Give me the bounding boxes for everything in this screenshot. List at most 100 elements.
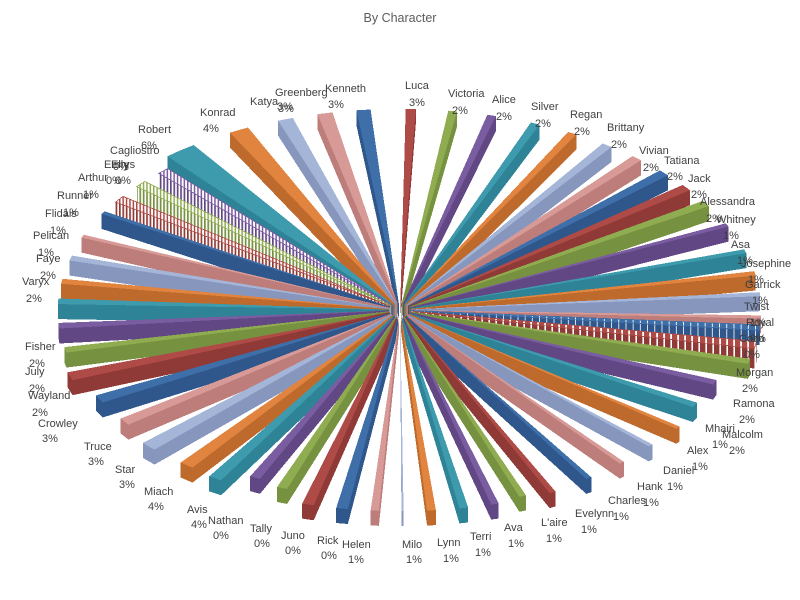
svg-text:Royal: Royal bbox=[746, 317, 774, 329]
svg-text:Tally: Tally bbox=[250, 523, 273, 535]
svg-text:Faye: Faye bbox=[36, 253, 60, 265]
svg-text:Ramona: Ramona bbox=[733, 398, 775, 410]
svg-text:Katya: Katya bbox=[250, 96, 279, 108]
svg-text:Robert: Robert bbox=[138, 124, 171, 136]
svg-text:1%: 1% bbox=[748, 274, 764, 286]
svg-text:0%: 0% bbox=[213, 530, 229, 542]
svg-text:2%: 2% bbox=[496, 111, 512, 123]
svg-text:Kenneth: Kenneth bbox=[325, 83, 366, 95]
svg-text:Ava: Ava bbox=[504, 522, 524, 534]
svg-text:1%: 1% bbox=[50, 225, 66, 237]
svg-text:2%: 2% bbox=[574, 126, 590, 138]
svg-text:Vivian: Vivian bbox=[639, 145, 669, 157]
svg-text:2%: 2% bbox=[739, 414, 755, 426]
svg-text:Helen: Helen bbox=[342, 539, 371, 551]
svg-text:2%: 2% bbox=[29, 383, 45, 395]
svg-text:Morgan: Morgan bbox=[736, 367, 773, 379]
svg-text:Emrys: Emrys bbox=[104, 159, 136, 171]
svg-text:2%: 2% bbox=[691, 189, 707, 201]
svg-text:1%: 1% bbox=[712, 439, 728, 451]
svg-text:July: July bbox=[25, 366, 45, 378]
svg-text:1%: 1% bbox=[737, 255, 753, 267]
svg-text:0%: 0% bbox=[115, 175, 131, 187]
svg-text:Truce: Truce bbox=[84, 441, 112, 453]
svg-text:2%: 2% bbox=[667, 171, 683, 183]
svg-text:Avis: Avis bbox=[187, 504, 208, 516]
svg-text:Silver: Silver bbox=[531, 101, 559, 113]
svg-text:Twist: Twist bbox=[744, 301, 769, 313]
svg-text:1%: 1% bbox=[750, 317, 766, 329]
svg-text:Wayland: Wayland bbox=[28, 390, 70, 402]
svg-text:Brittany: Brittany bbox=[607, 122, 645, 134]
svg-text:Miach: Miach bbox=[144, 486, 173, 498]
svg-text:1%: 1% bbox=[692, 461, 708, 473]
svg-text:Runner: Runner bbox=[57, 190, 93, 202]
svg-text:2%: 2% bbox=[611, 139, 627, 151]
svg-text:Charles: Charles bbox=[608, 495, 646, 507]
svg-text:Arthur: Arthur bbox=[78, 172, 108, 184]
svg-text:3%: 3% bbox=[328, 99, 344, 111]
svg-text:Josephine: Josephine bbox=[741, 258, 791, 270]
svg-text:Whitney: Whitney bbox=[716, 214, 756, 226]
svg-text:Star: Star bbox=[115, 464, 136, 476]
svg-text:Juno: Juno bbox=[281, 530, 305, 542]
svg-text:3%: 3% bbox=[278, 103, 294, 115]
svg-text:Alice: Alice bbox=[492, 94, 516, 106]
svg-text:2%: 2% bbox=[535, 118, 551, 130]
svg-text:Pelican: Pelican bbox=[33, 230, 69, 242]
svg-text:Evelynn: Evelynn bbox=[575, 508, 614, 520]
svg-text:1%: 1% bbox=[508, 538, 524, 550]
svg-text:Konrad: Konrad bbox=[200, 107, 235, 119]
svg-text:1%: 1% bbox=[63, 207, 79, 219]
svg-text:0%: 0% bbox=[254, 538, 270, 550]
svg-text:Malcolm: Malcolm bbox=[722, 429, 763, 441]
svg-text:Rick: Rick bbox=[317, 535, 339, 547]
svg-text:Garrick: Garrick bbox=[745, 279, 781, 291]
svg-text:1%: 1% bbox=[643, 497, 659, 509]
svg-text:L'aire: L'aire bbox=[541, 517, 568, 529]
svg-text:1%: 1% bbox=[443, 553, 459, 565]
svg-text:Greenberg: Greenberg bbox=[275, 87, 328, 99]
svg-text:2%: 2% bbox=[40, 270, 56, 282]
svg-text:Elly: Elly bbox=[111, 159, 129, 171]
svg-text:2%: 2% bbox=[452, 105, 468, 117]
svg-text:1%: 1% bbox=[38, 247, 54, 259]
svg-text:3%: 3% bbox=[42, 433, 58, 445]
svg-text:2%: 2% bbox=[742, 383, 758, 395]
svg-text:2%: 2% bbox=[706, 213, 722, 225]
svg-text:Terri: Terri bbox=[470, 531, 491, 543]
svg-text:2%: 2% bbox=[26, 293, 42, 305]
svg-text:Jack: Jack bbox=[688, 173, 711, 185]
svg-text:Flidais: Flidais bbox=[45, 208, 77, 220]
svg-text:0%: 0% bbox=[750, 333, 766, 345]
svg-text:4%: 4% bbox=[203, 123, 219, 135]
svg-text:3%: 3% bbox=[88, 456, 104, 468]
svg-text:Hank: Hank bbox=[637, 481, 663, 493]
svg-text:6%: 6% bbox=[141, 140, 157, 152]
svg-text:Cagliostro: Cagliostro bbox=[110, 145, 160, 157]
svg-text:Alessandra: Alessandra bbox=[700, 196, 756, 208]
svg-text:1%: 1% bbox=[613, 511, 629, 523]
svg-text:Tatiana: Tatiana bbox=[664, 155, 700, 167]
svg-text:1%: 1% bbox=[546, 533, 562, 545]
svg-text:Coco: Coco bbox=[739, 333, 765, 345]
svg-text:Mhairi: Mhairi bbox=[705, 423, 735, 435]
svg-text:By Character: By Character bbox=[364, 11, 437, 25]
svg-text:1%: 1% bbox=[348, 554, 364, 566]
svg-text:1%: 1% bbox=[83, 189, 99, 201]
svg-text:Nathan: Nathan bbox=[208, 515, 243, 527]
svg-text:2%: 2% bbox=[32, 407, 48, 419]
svg-text:Asa: Asa bbox=[731, 239, 751, 251]
svg-text:3%: 3% bbox=[119, 479, 135, 491]
svg-text:3%: 3% bbox=[409, 97, 425, 109]
svg-text:Victoria: Victoria bbox=[448, 88, 485, 100]
svg-text:0%: 0% bbox=[744, 349, 760, 361]
svg-text:Lynn: Lynn bbox=[437, 537, 460, 549]
svg-text:1%: 1% bbox=[406, 554, 422, 566]
svg-text:Luca: Luca bbox=[405, 80, 430, 92]
svg-text:4%: 4% bbox=[191, 519, 207, 531]
svg-text:Milo: Milo bbox=[402, 539, 422, 551]
svg-text:1%: 1% bbox=[752, 295, 768, 307]
svg-text:2%: 2% bbox=[729, 445, 745, 457]
svg-text:0%: 0% bbox=[113, 161, 129, 173]
